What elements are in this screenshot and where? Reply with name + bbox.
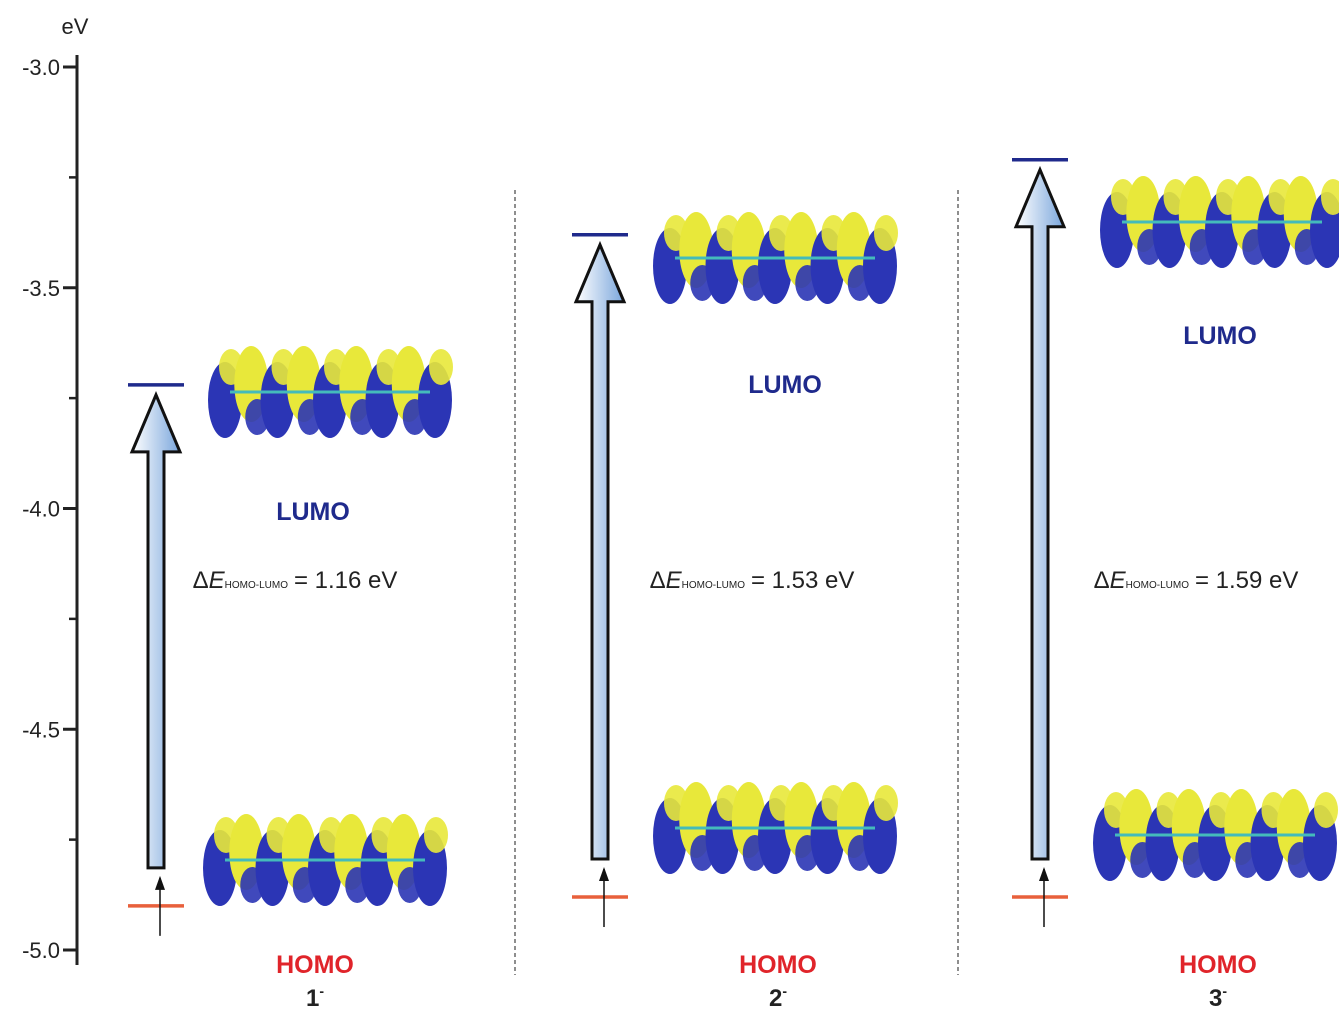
electron-arrowhead [599,867,609,881]
homo-label: HOMO [276,951,354,979]
orbital-lobe [874,215,898,251]
y-tick-label: -3.5 [22,276,60,301]
gap-subscript: HOMO-LUMO [225,580,289,591]
gap-arrow [576,245,624,859]
orbital-lobe [429,349,453,385]
orbital-lobe [1314,792,1338,828]
compound-charge: - [782,983,787,999]
orbital-lobe [874,785,898,821]
gap-symbol: E [209,567,226,594]
compound-number: 2 [769,985,782,1010]
gap-delta: Δ [650,567,666,594]
compound-number: 3 [1209,985,1222,1010]
chart: eV -3.0-3.5-4.0-4.5-5.0LUMOHOMOΔEHOMO-LU… [0,0,1339,1010]
gap-arrow [132,395,180,868]
gap-symbol: E [666,567,683,594]
y-axis-label: eV [62,14,89,39]
gap-label: ΔEHOMO-LUMO = 1.16 eV [193,567,398,594]
gap-value: = 1.53 eV [751,567,854,594]
lumo-label: LUMO [748,371,822,399]
gap-label: ΔEHOMO-LUMO = 1.53 eV [650,567,855,594]
compound-name: 3- [1209,983,1227,1010]
gap-label: ΔEHOMO-LUMO = 1.59 eV [1094,567,1299,594]
y-tick-label: -4.0 [22,497,60,522]
compound-number: 1 [306,985,319,1010]
gap-subscript: HOMO-LUMO [1126,580,1190,591]
compound-name: 2- [769,983,787,1010]
orbital-lobe [424,817,448,853]
compound-charge: - [1222,983,1227,999]
homo-label: HOMO [739,951,817,979]
y-tick-label: -3.0 [22,55,60,80]
y-tick-label: -5.0 [22,938,60,963]
gap-subscript: HOMO-LUMO [682,580,746,591]
gap-delta: Δ [1094,567,1110,594]
compound-charge: - [319,983,324,999]
gap-delta: Δ [193,567,209,594]
lumo-label: LUMO [1183,322,1257,350]
y-tick-label: -4.5 [22,717,60,742]
compound-name: 1- [306,983,324,1010]
gap-symbol: E [1110,567,1127,594]
gap-value: = 1.16 eV [294,567,397,594]
lumo-label: LUMO [276,498,350,526]
electron-arrowhead [1039,867,1049,881]
electron-arrowhead [155,876,165,890]
homo-label: HOMO [1179,951,1257,979]
gap-arrow [1016,170,1064,859]
gap-value: = 1.59 eV [1195,567,1298,594]
